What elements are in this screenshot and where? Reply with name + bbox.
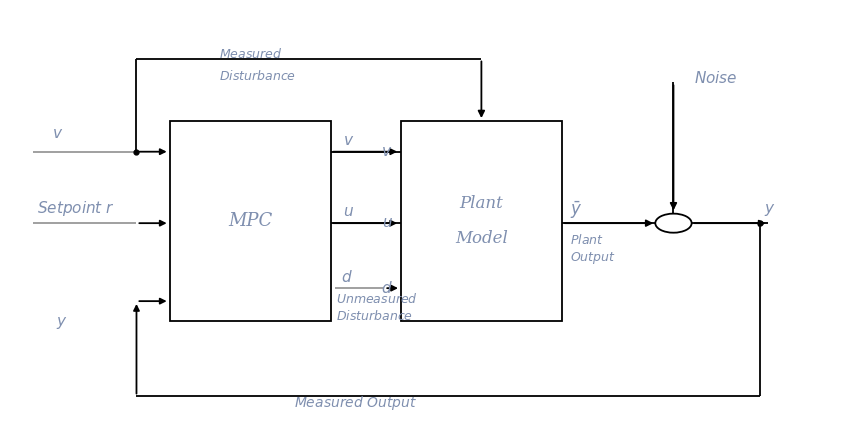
Text: $Unmeasured$: $Unmeasured$ [336, 292, 418, 306]
Text: $v$: $v$ [381, 145, 393, 159]
Text: $u$: $u$ [382, 216, 393, 230]
Bar [169, 122, 330, 320]
Text: $Measured$: $Measured$ [219, 47, 282, 61]
Text: $d$: $d$ [341, 269, 353, 285]
Text: $Noise$: $Noise$ [694, 70, 738, 86]
Text: $y$: $y$ [765, 202, 776, 218]
Text: $\bar{y}$: $\bar{y}$ [570, 199, 583, 221]
Text: $d$: $d$ [381, 280, 393, 296]
Text: $Plant$: $Plant$ [570, 233, 604, 248]
Text: $Disturbance$: $Disturbance$ [219, 69, 296, 83]
Text: $v$: $v$ [343, 134, 354, 148]
Text: $Setpoint$ $r$: $Setpoint$ $r$ [37, 198, 115, 217]
Text: $u$: $u$ [343, 206, 354, 219]
Text: $v$: $v$ [52, 127, 63, 141]
Text: Model: Model [455, 230, 507, 247]
Text: $Measured$ $Output$: $Measured$ $Output$ [294, 394, 417, 412]
Text: MPC: MPC [228, 212, 272, 230]
Text: $Output$: $Output$ [570, 250, 616, 266]
Bar [401, 122, 562, 320]
Text: Plant: Plant [459, 195, 503, 212]
Text: $Disturbance$: $Disturbance$ [336, 309, 414, 323]
Text: $y$: $y$ [56, 315, 68, 331]
